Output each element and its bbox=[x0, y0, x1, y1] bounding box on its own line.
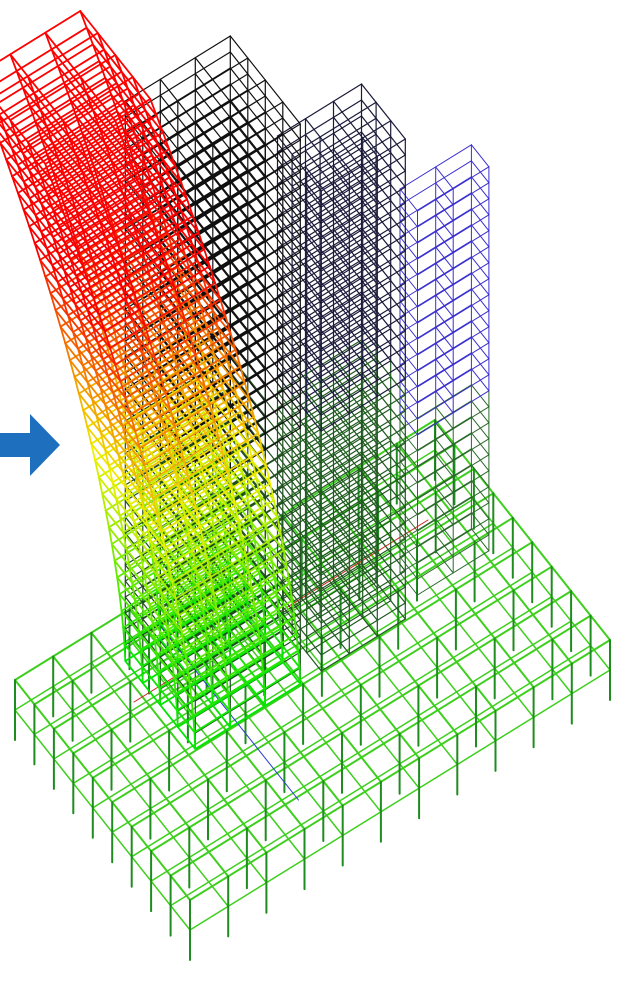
frame-member bbox=[15, 710, 190, 930]
frame-member bbox=[397, 474, 572, 694]
frame-member bbox=[359, 497, 534, 717]
frame-member bbox=[435, 420, 610, 640]
frame-member bbox=[300, 667, 301, 684]
frame-member bbox=[0, 11, 80, 76]
frame-member bbox=[142, 666, 143, 683]
page: (() => { const data = JSON.parse(documen… bbox=[0, 0, 618, 994]
frame-member bbox=[160, 80, 265, 145]
frame-member bbox=[278, 84, 362, 136]
frame-member bbox=[125, 36, 230, 101]
load-arrow bbox=[0, 414, 60, 476]
frame-member bbox=[307, 121, 391, 173]
frame-member bbox=[292, 582, 376, 634]
frame-member bbox=[265, 689, 266, 706]
frame-member bbox=[177, 710, 178, 727]
frame-member bbox=[362, 100, 406, 155]
frame-member bbox=[91, 633, 266, 853]
frame-member bbox=[15, 680, 190, 900]
arrow-head bbox=[30, 414, 60, 476]
frame-member bbox=[435, 450, 610, 670]
arrow-shaft bbox=[0, 433, 32, 457]
frame-member bbox=[230, 711, 231, 728]
frame-member bbox=[362, 84, 406, 139]
frame-member bbox=[53, 686, 228, 906]
frame-member bbox=[321, 619, 405, 671]
deformed-frame bbox=[0, 11, 300, 749]
frame-member bbox=[160, 688, 161, 705]
frame-member bbox=[195, 732, 196, 749]
model-view bbox=[0, 0, 618, 994]
frame-member bbox=[53, 656, 228, 876]
frame-member bbox=[150, 99, 156, 116]
frame-member bbox=[125, 644, 126, 661]
